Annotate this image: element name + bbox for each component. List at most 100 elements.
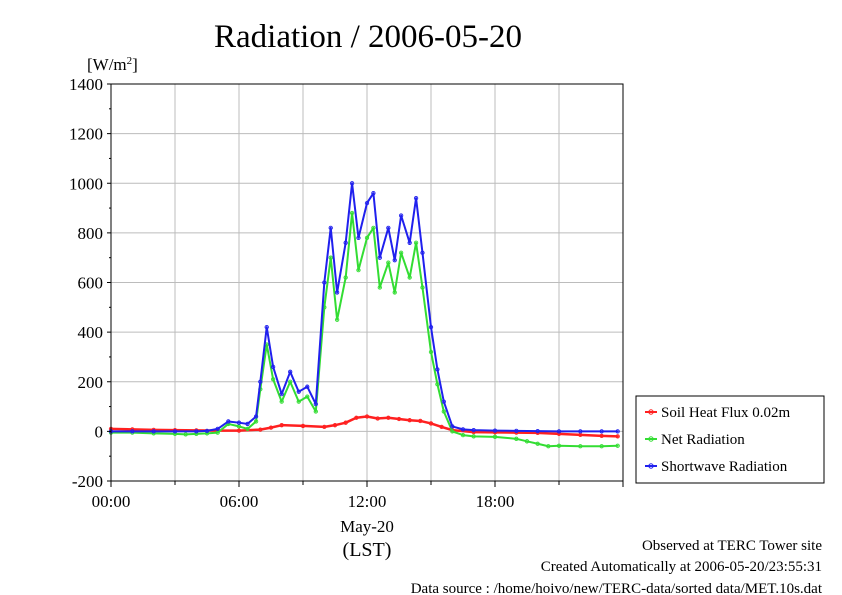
data-point	[270, 364, 276, 370]
series-line-shortwave-radiation	[110, 182, 619, 433]
data-point	[279, 392, 284, 397]
data-point	[296, 399, 301, 404]
data-point	[296, 389, 301, 394]
data-point	[258, 379, 263, 384]
data-point	[615, 429, 620, 434]
y-tick-label: 1400	[69, 75, 103, 94]
data-point	[407, 240, 412, 245]
footer-created-note: Created Automatically at 2006-05-20/23:5…	[541, 559, 822, 575]
series-line-net-radiation	[110, 212, 619, 448]
data-point	[377, 285, 382, 290]
data-point	[226, 419, 231, 424]
data-point	[435, 367, 440, 372]
y-axis-unit-superscript: 2	[127, 55, 133, 67]
data-point	[354, 415, 359, 420]
data-point	[386, 225, 391, 231]
data-point	[371, 225, 376, 231]
data-point	[356, 235, 361, 240]
data-point	[514, 436, 519, 441]
data-point	[364, 235, 370, 240]
x-tick-label: 06:00	[220, 492, 259, 511]
data-point	[535, 441, 540, 446]
legend-marker	[648, 409, 654, 415]
data-point	[398, 250, 404, 255]
legend-label: Shortwave Radiation	[661, 459, 788, 475]
data-point	[471, 434, 476, 439]
x-tick-label: 12:00	[348, 492, 387, 511]
data-point	[375, 416, 380, 421]
data-point	[215, 426, 220, 432]
data-point	[599, 433, 604, 438]
data-point	[322, 424, 327, 430]
data-point	[245, 426, 250, 432]
x-tick-label: 00:00	[92, 492, 131, 511]
footer-source-note: Data source : /home/hoivo/new/TERC-data/…	[411, 581, 823, 595]
data-point	[364, 200, 370, 206]
data-point	[413, 195, 419, 201]
data-point	[439, 424, 444, 430]
data-point	[151, 429, 156, 434]
data-point	[343, 275, 348, 280]
data-point	[364, 414, 370, 419]
data-point	[253, 419, 259, 424]
data-point	[332, 423, 338, 428]
data-point	[418, 418, 423, 424]
data-point	[471, 427, 476, 433]
data-point	[130, 429, 135, 434]
data-point	[172, 429, 178, 434]
data-point	[258, 427, 263, 432]
data-point	[435, 382, 440, 387]
data-point	[450, 429, 455, 434]
data-point	[492, 434, 498, 439]
chart-title: Radiation / 2006-05-20	[214, 19, 522, 55]
data-point	[279, 399, 284, 404]
data-point	[236, 428, 242, 433]
legend-frame	[635, 395, 825, 484]
data-point	[514, 428, 519, 434]
y-tick-label: 400	[78, 323, 104, 342]
y-axis-unit-suffix: ]	[132, 55, 138, 74]
data-point	[334, 290, 340, 295]
data-point	[264, 325, 269, 330]
data-point	[270, 377, 276, 382]
data-point	[236, 420, 242, 425]
data-point	[556, 443, 562, 448]
data-point	[546, 444, 551, 449]
data-point	[204, 428, 210, 434]
y-tick-label: 1200	[69, 125, 103, 144]
data-point	[349, 210, 355, 216]
data-point	[428, 325, 434, 330]
data-point	[313, 401, 318, 407]
data-point	[343, 240, 348, 245]
y-tick-label: 0	[95, 422, 104, 441]
data-point	[288, 369, 293, 374]
data-point	[305, 384, 310, 389]
data-point	[300, 423, 306, 429]
data-point	[371, 191, 376, 196]
data-point	[268, 425, 274, 430]
x-tick-label: 18:00	[476, 492, 515, 511]
data-point	[556, 429, 562, 434]
data-point	[599, 429, 604, 434]
y-tick-label: 800	[78, 224, 104, 243]
grid-lines	[111, 83, 623, 482]
data-point	[194, 429, 199, 434]
data-point	[599, 444, 604, 449]
data-point	[578, 444, 583, 449]
series-layer	[108, 181, 620, 449]
data-point	[578, 429, 583, 434]
x-axis-date-label: May-20	[340, 517, 394, 536]
data-point	[535, 428, 540, 434]
data-point	[305, 394, 310, 399]
data-point	[328, 255, 333, 260]
y-axis-unit-label: [W/m2]	[87, 55, 138, 74]
data-point	[279, 423, 284, 428]
data-point	[450, 424, 455, 429]
data-point	[407, 275, 412, 280]
y-tick-label: 600	[78, 274, 104, 293]
data-point	[253, 414, 259, 419]
x-axis-unit-label: (LST)	[343, 539, 392, 561]
data-point	[492, 428, 498, 433]
data-point	[407, 418, 412, 423]
